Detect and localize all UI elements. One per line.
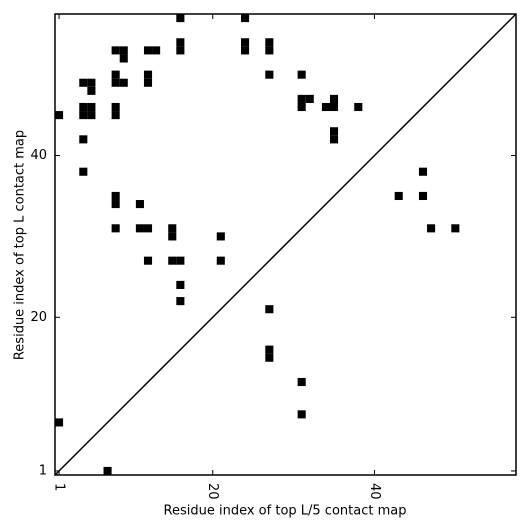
contact-cell	[111, 191, 120, 201]
contact-cell	[55, 418, 64, 427]
contact-cell	[79, 167, 88, 176]
contact-cell	[297, 70, 306, 79]
y-axis-label: Residue index of top L contact map	[13, 130, 28, 360]
contact-cell	[152, 46, 161, 55]
contact-cell	[265, 345, 274, 354]
contact-cell	[265, 70, 274, 79]
contact-cell	[168, 224, 177, 233]
contact-cell	[265, 353, 274, 362]
contact-cell	[265, 305, 274, 314]
contact-cell	[143, 224, 153, 233]
contact-cell	[79, 111, 88, 120]
contact-cell	[111, 102, 120, 112]
contact-cell	[176, 256, 185, 265]
x-tick-label: 40	[367, 483, 382, 500]
x-axis-label: Residue index of top L/5 contact map	[164, 504, 407, 519]
y-tick-label: 20	[30, 310, 47, 325]
contact-cell	[143, 46, 153, 55]
contact-cell	[135, 224, 144, 233]
contact-cell	[241, 38, 250, 47]
contact-cell	[87, 86, 96, 95]
contact-cell	[216, 256, 225, 265]
contact-cell	[87, 102, 96, 112]
contact-cell	[79, 102, 88, 112]
y-tick-label: 1	[39, 463, 47, 478]
contact-cell	[176, 46, 185, 55]
contact-cell	[176, 280, 185, 289]
contact-cell	[79, 135, 88, 144]
contact-cell	[143, 78, 153, 87]
contact-cell	[55, 111, 64, 120]
contact-cell	[297, 410, 306, 419]
plot-frame	[54, 13, 517, 476]
contact-cell	[119, 46, 128, 55]
contact-cell	[119, 78, 128, 87]
contact-cell	[265, 46, 274, 55]
contact-cell	[305, 94, 314, 103]
contact-cell	[418, 167, 428, 176]
contact-cell	[176, 297, 185, 306]
contact-cell	[176, 14, 185, 23]
contact-cell	[265, 38, 274, 47]
contact-cell	[329, 127, 339, 136]
contact-cell	[111, 78, 120, 87]
contact-cell	[87, 78, 96, 87]
contact-cell	[216, 232, 225, 241]
contact-cell	[111, 46, 120, 55]
contact-cell	[143, 256, 153, 265]
contact-cell	[119, 54, 128, 63]
diagonal	[54, 13, 517, 476]
contact-cell	[451, 224, 460, 233]
contact-cell	[168, 256, 177, 265]
contact-cell	[427, 224, 436, 233]
y-tick-label: 40	[30, 148, 47, 163]
contact-cell	[176, 38, 185, 47]
x-tick-label: 20	[205, 483, 220, 500]
contact-cell	[135, 200, 144, 209]
contact-cell	[329, 94, 339, 103]
contact-cell	[241, 46, 250, 55]
contact-cell	[103, 466, 112, 475]
contact-cell	[168, 232, 177, 241]
contact-cell	[297, 94, 306, 103]
contact-cell	[394, 191, 403, 201]
contact-cell	[297, 102, 306, 112]
contact-cell	[418, 191, 428, 201]
contact-cell	[321, 102, 330, 112]
contact-cell	[329, 102, 339, 112]
contact-cell	[87, 111, 96, 120]
contact-cell	[111, 111, 120, 120]
contact-cell	[111, 70, 120, 79]
contact-cell	[111, 224, 120, 233]
x-tick-label: 1	[52, 483, 67, 491]
contact-cell	[329, 135, 339, 144]
contact-cell	[79, 78, 88, 87]
contact-cell	[143, 70, 153, 79]
contact-cell	[241, 14, 250, 23]
contact-cell	[354, 102, 363, 112]
contact-cell	[297, 377, 306, 387]
contact-cell	[111, 200, 120, 209]
